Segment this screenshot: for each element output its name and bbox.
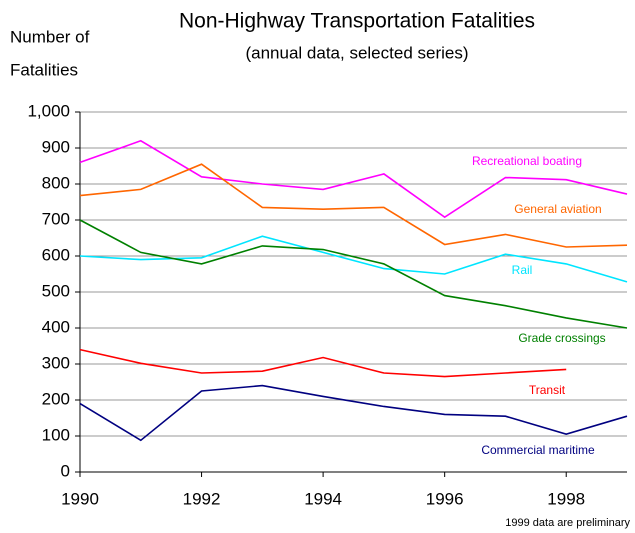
series-label: General aviation bbox=[514, 202, 601, 216]
y-tick-label: 600 bbox=[42, 245, 70, 264]
series-line bbox=[79, 219, 628, 329]
y-tick-label: 700 bbox=[42, 209, 70, 228]
chart-subtitle: (annual data, selected series) bbox=[245, 43, 468, 62]
series-line bbox=[79, 348, 567, 378]
series-label: Commercial maritime bbox=[481, 443, 595, 457]
series-label: Rail bbox=[512, 263, 533, 277]
y-axis-label: Fatalities bbox=[10, 60, 78, 79]
y-tick-label: 0 bbox=[61, 461, 70, 480]
series-line bbox=[79, 139, 628, 219]
series-label: Grade crossings bbox=[518, 331, 605, 345]
y-tick-label: 500 bbox=[42, 281, 70, 300]
series-label: Recreational boating bbox=[472, 154, 582, 168]
x-tick-label: 1994 bbox=[304, 489, 342, 508]
x-tick-label: 1996 bbox=[426, 489, 464, 508]
x-tick-label: 1998 bbox=[547, 489, 585, 508]
y-tick-label: 900 bbox=[42, 137, 70, 156]
series-line bbox=[79, 384, 628, 442]
note: 1999 data are preliminary bbox=[505, 517, 630, 529]
series-label: Transit bbox=[529, 383, 566, 397]
chart-title: Non-Highway Transportation Fatalities bbox=[179, 10, 535, 33]
y-tick-label: 200 bbox=[42, 389, 70, 408]
y-axis-label: Number of bbox=[10, 27, 90, 46]
y-tick-label: 800 bbox=[42, 173, 70, 192]
y-tick-label: 400 bbox=[42, 317, 70, 336]
y-tick-label: 100 bbox=[42, 425, 70, 444]
series-line bbox=[79, 163, 628, 248]
x-tick-label: 1992 bbox=[183, 489, 221, 508]
y-tick-label: 300 bbox=[42, 353, 70, 372]
y-tick-label: 1,000 bbox=[27, 101, 70, 120]
x-tick-label: 1990 bbox=[61, 489, 99, 508]
